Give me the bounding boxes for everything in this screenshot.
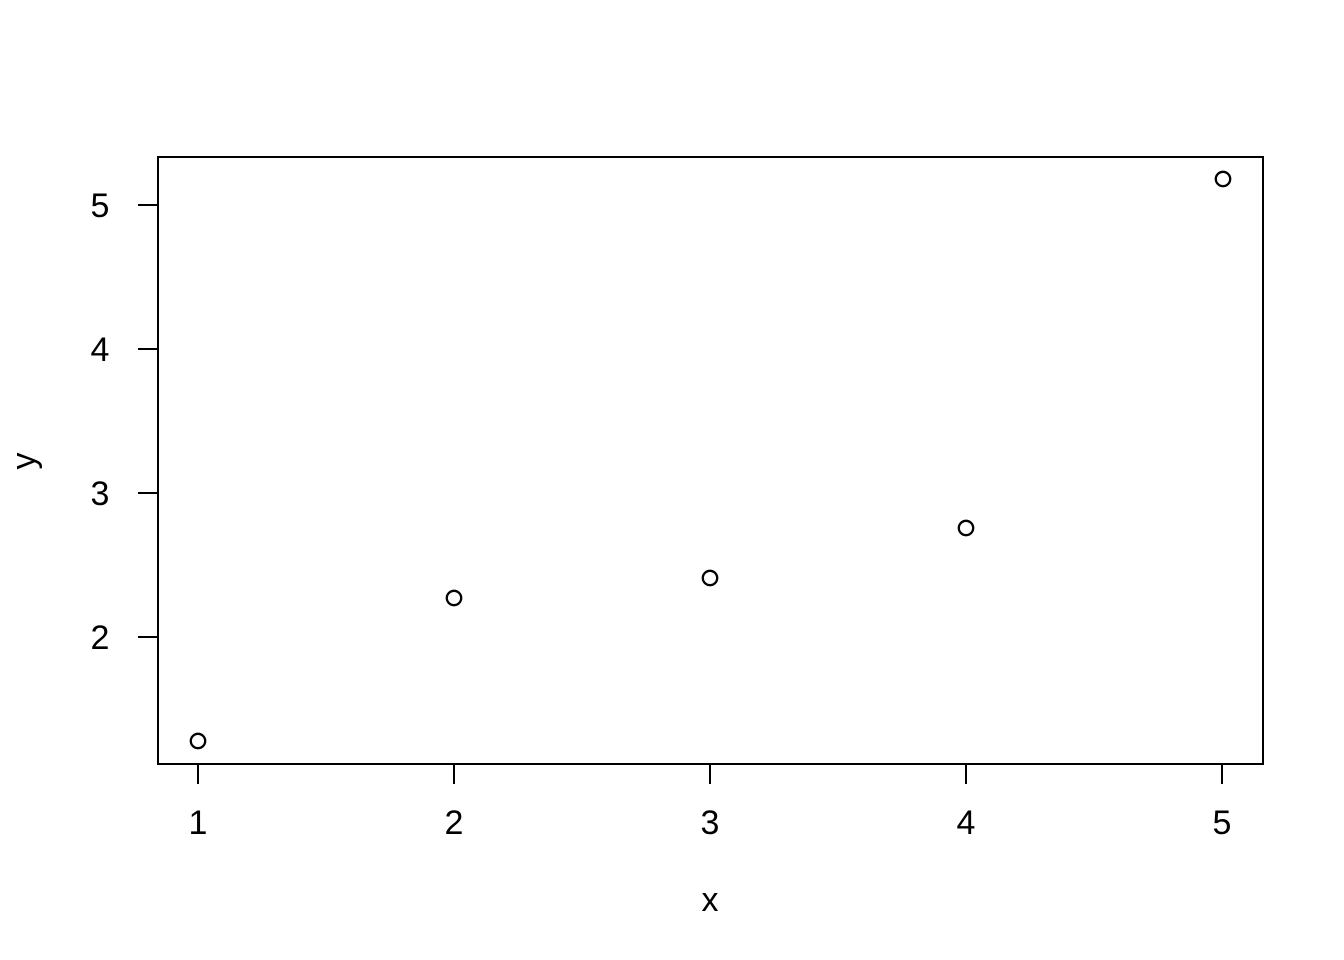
svg-text:y: y [5,453,43,470]
svg-text:4: 4 [91,331,110,369]
svg-text:2: 2 [91,619,110,657]
svg-text:3: 3 [701,804,720,842]
svg-text:x: x [702,881,719,919]
svg-text:5: 5 [91,187,110,225]
svg-text:1: 1 [189,804,208,842]
svg-text:3: 3 [91,475,110,513]
svg-text:5: 5 [1213,804,1232,842]
svg-text:2: 2 [445,804,464,842]
svg-text:4: 4 [957,804,976,842]
